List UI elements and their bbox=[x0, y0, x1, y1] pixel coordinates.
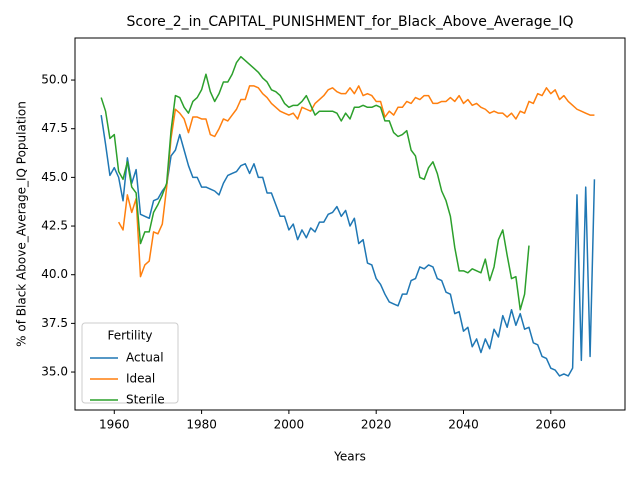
y-tick-label: 45.0 bbox=[41, 170, 68, 184]
legend-label: Actual bbox=[126, 351, 164, 365]
legend-title: Fertility bbox=[107, 329, 152, 343]
y-tick-label: 35.0 bbox=[41, 365, 68, 379]
y-tick-label: 50.0 bbox=[41, 73, 68, 87]
line-series bbox=[100, 114, 596, 377]
x-tick-label: 1980 bbox=[186, 418, 217, 432]
line-series bbox=[100, 55, 530, 311]
chart-title: Score_2_in_CAPITAL_PUNISHMENT_for_Black_… bbox=[127, 14, 574, 30]
y-tick-label: 42.5 bbox=[41, 219, 68, 233]
x-tick-label: 2000 bbox=[274, 418, 305, 432]
legend-label: Ideal bbox=[126, 372, 155, 386]
x-tick-label: 2040 bbox=[448, 418, 479, 432]
x-tick-label: 2020 bbox=[361, 418, 392, 432]
legend-box bbox=[81, 322, 179, 404]
plot-frame bbox=[74, 37, 626, 411]
y-axis-label: % of Black Above_Average_IQ Population bbox=[15, 101, 29, 347]
y-tick-label: 40.0 bbox=[41, 267, 68, 281]
line-series bbox=[117, 85, 595, 278]
legend-label: Sterile bbox=[126, 393, 165, 407]
y-tick-label: 37.5 bbox=[41, 316, 68, 330]
y-tick-label: 47.5 bbox=[41, 121, 68, 135]
x-tick-label: 2060 bbox=[536, 418, 567, 432]
x-axis-label: Years bbox=[333, 450, 366, 464]
x-tick-label: 1960 bbox=[99, 418, 130, 432]
